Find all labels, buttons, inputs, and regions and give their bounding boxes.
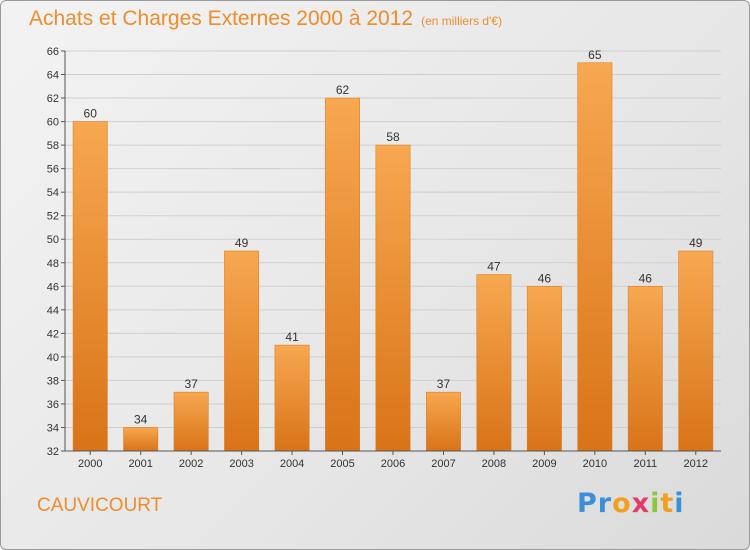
bar-2010 <box>577 62 613 452</box>
y-tick-label: 62 <box>47 93 59 105</box>
chart-subtitle: (en milliers d'€) <box>421 14 503 28</box>
axes: 32 34 36 38 40 42 44 46 48 50 52 54 56 58 60 62 64 66 2000… <box>47 46 721 470</box>
y-tick-label: 52 <box>47 211 59 223</box>
y-tick-label: 34 <box>47 422 59 434</box>
x-tick-label-2005: 2005 <box>330 458 354 470</box>
value-label-2010: 65 <box>588 48 602 62</box>
x-tick-label-2009: 2009 <box>532 458 556 470</box>
y-tick-label: 56 <box>47 164 59 176</box>
value-label-2012: 49 <box>689 236 703 250</box>
bar-2006 <box>375 144 411 452</box>
x-tick-label-2007: 2007 <box>431 458 455 470</box>
x-tick-label-2002: 2002 <box>179 458 203 470</box>
x-tick-label-2003: 2003 <box>229 458 253 470</box>
proxiti-logo: Proxiti <box>577 488 685 519</box>
y-tick-label: 48 <box>47 258 59 270</box>
y-tick-label: 36 <box>47 399 59 411</box>
y-tick-label: 42 <box>47 328 59 340</box>
logo-letter: r <box>597 488 613 519</box>
place-name: CAUVICOURT <box>37 495 163 516</box>
logo-letter: t <box>660 488 675 519</box>
x-tick-label-2010: 2010 <box>583 458 607 470</box>
x-tick-label-2011: 2011 <box>633 458 657 470</box>
bar-2011 <box>627 285 663 452</box>
bar-2008 <box>476 274 512 452</box>
chart-title: Achats et Charges Externes 2000 à 2012 (e… <box>29 7 502 31</box>
y-tick-label: 38 <box>47 375 59 387</box>
y-tick-label: 66 <box>47 46 59 58</box>
logo-letter: i <box>650 488 661 519</box>
logo-letter: x <box>631 488 651 519</box>
bar-2000 <box>72 121 108 452</box>
bar-2003 <box>224 250 260 452</box>
bar-2002 <box>173 391 209 452</box>
value-label-2008: 47 <box>487 260 501 274</box>
bar-2005 <box>325 97 360 452</box>
x-tick-label-2001: 2001 <box>128 458 152 470</box>
value-label-2009: 46 <box>538 271 552 285</box>
x-tick-label-2008: 2008 <box>482 458 506 470</box>
bar-2004 <box>274 344 310 452</box>
logo-letter: i <box>674 488 685 519</box>
bar-2009 <box>526 285 562 452</box>
x-tick-label-2000: 2000 <box>78 458 102 470</box>
y-tick-label: 46 <box>47 281 59 293</box>
y-tick-label: 58 <box>47 140 59 152</box>
y-tick-label: 54 <box>47 187 59 199</box>
value-label-2007: 37 <box>437 377 451 391</box>
y-tick-label: 32 <box>47 446 59 458</box>
bar-2001 <box>123 427 159 452</box>
y-tick-label: 40 <box>47 352 59 364</box>
value-label-2001: 34 <box>134 412 148 426</box>
x-tick-label-2004: 2004 <box>280 458 304 470</box>
y-tick-label: 60 <box>47 117 59 129</box>
logo-letter: o <box>612 488 632 519</box>
value-label-2000: 60 <box>84 107 98 121</box>
value-label-2006: 58 <box>386 130 400 144</box>
x-tick-label-2006: 2006 <box>381 458 405 470</box>
y-tick-label: 64 <box>47 70 59 82</box>
logo-letter: P <box>577 488 598 519</box>
y-tick-label: 44 <box>47 305 59 317</box>
bar-2012 <box>678 250 714 452</box>
value-label-2003: 49 <box>235 236 249 250</box>
y-tick-label: 50 <box>47 234 59 246</box>
value-label-2011: 46 <box>639 271 653 285</box>
value-label-2002: 37 <box>184 377 198 391</box>
value-label-2004: 41 <box>285 330 299 344</box>
bars: 60 34 37 49 41 62 58 37 47 46 65 46 49 <box>72 48 714 452</box>
value-label-2005: 62 <box>336 83 350 97</box>
bar-2007 <box>426 391 461 452</box>
chart-title-text: Achats et Charges Externes 2000 à 2012 <box>29 7 414 30</box>
x-tick-label-2012: 2012 <box>684 458 708 470</box>
